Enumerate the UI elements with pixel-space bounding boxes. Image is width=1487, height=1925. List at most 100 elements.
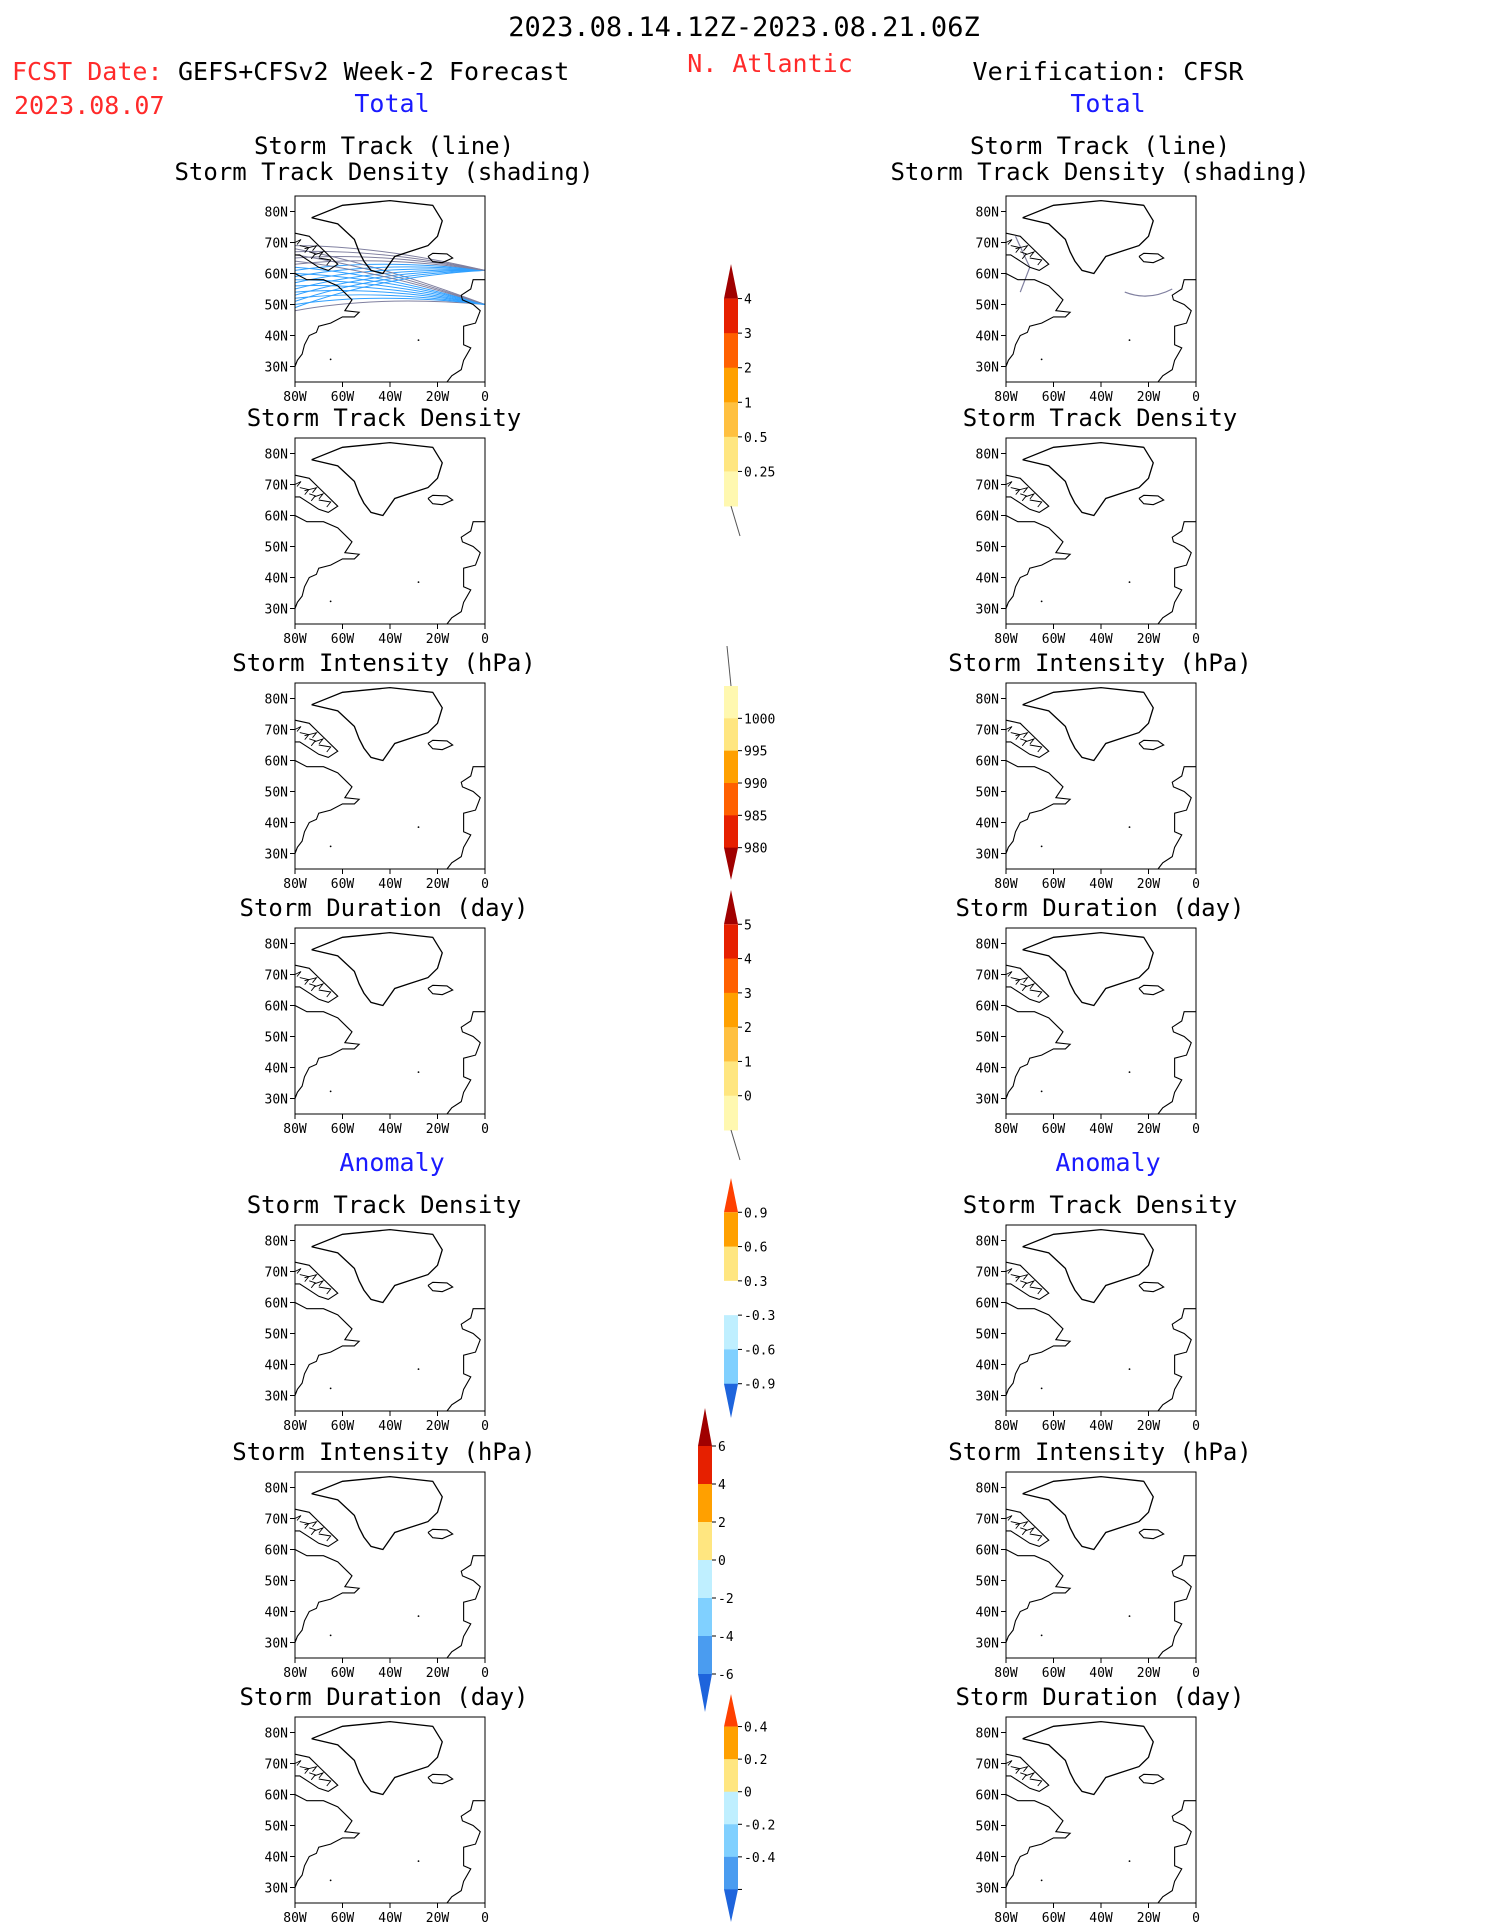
lon-label: 40W <box>378 632 402 647</box>
lat-label: 60N <box>976 268 999 283</box>
lon-label: 20W <box>426 1666 450 1681</box>
lat-label: 80N <box>265 1727 288 1742</box>
map-background <box>1006 1472 1196 1658</box>
lat-label: 80N <box>976 1727 999 1742</box>
iceland-outline <box>427 494 454 506</box>
lat-label: 60N <box>265 1297 288 1312</box>
arctic-islands-2 <box>304 731 318 738</box>
colorbar-tick-label: 1 <box>744 1055 752 1070</box>
bermuda-dot <box>329 845 332 848</box>
lon-label: 80W <box>994 632 1018 647</box>
north-america-coast <box>1005 1302 1072 1396</box>
iceland-outline <box>1138 984 1165 996</box>
greenland-outline <box>311 1475 443 1551</box>
lon-label: 80W <box>994 1911 1018 1925</box>
map-left-row5: 80N 70N 60N 50N 40N 30N 80W 60W 40W 20W 0 <box>265 1224 489 1434</box>
colorbar-top-open <box>726 645 732 687</box>
panel-title-right-5: Storm Track Density <box>963 1191 1238 1219</box>
colorbar-segment <box>724 333 738 369</box>
baffin-outline <box>294 1261 339 1301</box>
greenland-outline <box>1022 1475 1154 1551</box>
arctic-islands-0 <box>1005 726 1013 732</box>
lon-label: 60W <box>331 1419 355 1434</box>
colorbar-tick-label: 3 <box>744 987 752 1002</box>
baffin-outline <box>1005 474 1050 514</box>
lon-label: 0 <box>481 877 489 892</box>
arctic-islands-5 <box>1029 744 1043 753</box>
arctic-islands-3 <box>309 1772 317 1781</box>
arctic-islands-2 <box>1015 976 1029 983</box>
arctic-islands-3 <box>1020 983 1028 992</box>
panel-title-right-2: Storm Track Density <box>963 404 1238 432</box>
arctic-islands-2 <box>304 1520 318 1527</box>
colorbar-bottom-open <box>730 505 741 537</box>
arctic-islands-0 <box>1005 481 1013 487</box>
colorbar-anom-intensity: 6 4 2 0 -2 -4 -6 <box>698 1408 734 1712</box>
azores-dot <box>1128 826 1131 829</box>
map-right-row2: 80N 70N 60N 50N 40N 30N 80W 60W 40W 20W 0 <box>976 437 1200 647</box>
europe-africa-coast <box>446 1800 485 1904</box>
lat-label: 50N <box>976 1031 999 1046</box>
lon-label: 80W <box>283 632 307 647</box>
azores-dot <box>1128 581 1131 584</box>
north-america-coast <box>1005 273 1072 367</box>
azores-dot <box>417 1615 420 1618</box>
arctic-islands-5 <box>318 499 332 508</box>
lon-label: 0 <box>481 1666 489 1681</box>
arctic-islands-2 <box>1015 244 1029 251</box>
azores-dot <box>1128 339 1131 342</box>
lon-label: 40W <box>378 1911 402 1925</box>
lon-label: 40W <box>1089 1666 1113 1681</box>
lon-label: 80W <box>994 390 1018 405</box>
panel-title-right-7: Storm Duration (day) <box>956 1683 1245 1711</box>
lat-label: 40N <box>976 1606 999 1621</box>
colorbar-tick-label: -0.3 <box>744 1309 775 1324</box>
lat-label: 70N <box>265 237 288 252</box>
arctic-islands-3 <box>309 738 317 747</box>
lat-label: 50N <box>265 541 288 556</box>
lon-label: 60W <box>331 877 355 892</box>
map-right-row1: 80N 70N 60N 50N 40N 30N 80W 60W 40W 20W 0 <box>976 195 1200 405</box>
lat-label: 30N <box>976 1882 999 1897</box>
storm-track-line-0 <box>294 300 486 312</box>
storm-track-line-11 <box>294 266 486 278</box>
map-background <box>295 1225 485 1411</box>
colorbar-tick-label: 0.3 <box>744 1275 767 1290</box>
colorbar-segment <box>698 1636 712 1675</box>
lon-label: 0 <box>481 1419 489 1434</box>
lon-label: 20W <box>1137 632 1161 647</box>
greenland-outline <box>1022 1720 1154 1796</box>
greenland-outline <box>1022 1228 1154 1304</box>
colorbar-tick-label: -0.6 <box>744 1343 775 1358</box>
bermuda-dot <box>1040 1634 1043 1637</box>
lat-label: 70N <box>265 724 288 739</box>
lat-label: 70N <box>265 969 288 984</box>
map-left-row2: 80N 70N 60N 50N 40N 30N 80W 60W 40W 20W 0 <box>265 437 489 647</box>
lon-label: 60W <box>331 1122 355 1137</box>
map-left-row6: 80N 70N 60N 50N 40N 30N 80W 60W 40W 20W 0 <box>265 1471 489 1681</box>
map-background <box>295 1717 485 1903</box>
bermuda-dot <box>1040 1879 1043 1882</box>
arctic-islands-3 <box>309 493 317 502</box>
lat-label: 50N <box>976 299 999 314</box>
colorbar-segment <box>698 1522 712 1561</box>
panel-title-left-1a: Storm Track (line) <box>254 132 514 160</box>
arctic-islands-5 <box>318 1533 332 1542</box>
lat-label: 50N <box>976 786 999 801</box>
lat-label: 60N <box>265 510 288 525</box>
panel-title-right-6: Storm Intensity (hPa) <box>948 1438 1251 1466</box>
storm-track-line-10 <box>294 294 486 305</box>
arctic-islands-2 <box>304 1765 318 1772</box>
colorbar-bottom-triangle <box>724 1383 738 1418</box>
colorbar-segment <box>724 471 738 507</box>
iceland-outline <box>1138 1281 1165 1293</box>
colorbar-tick-label: 0 <box>718 1554 726 1569</box>
region-label: N. Atlantic <box>687 49 853 78</box>
lon-label: 60W <box>1042 390 1066 405</box>
fcst-date: 2023.08.07 <box>14 91 165 120</box>
lon-label: 40W <box>1089 1419 1113 1434</box>
map-right-row7: 80N 70N 60N 50N 40N 30N 80W 60W 40W 20W 0 <box>976 1716 1200 1925</box>
lat-label: 70N <box>976 479 999 494</box>
lon-label: 40W <box>1089 390 1113 405</box>
storm-track-line-15 <box>294 255 486 271</box>
